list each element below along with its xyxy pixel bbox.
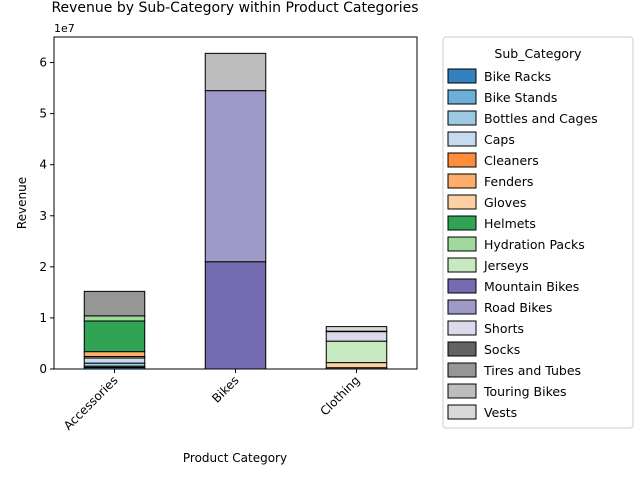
- legend-swatch: [447, 131, 477, 147]
- x-tick-label: Clothing: [317, 373, 362, 418]
- legend-swatch: [447, 383, 477, 399]
- legend-title: Sub_Category: [494, 46, 582, 61]
- bar-stacks: [83, 52, 388, 370]
- legend-label: Cleaners: [484, 153, 539, 168]
- y-tick-label: 0: [39, 362, 47, 376]
- bar-segment-shorts: [325, 330, 388, 342]
- legend-label: Socks: [484, 342, 520, 357]
- y-tick-label: 6: [39, 56, 47, 70]
- legend-swatch: [447, 278, 477, 294]
- bar-segment-hydration-packs: [83, 315, 146, 322]
- legend-swatch: [447, 173, 477, 189]
- bar-segment-fenders: [83, 351, 146, 357]
- legend-label: Hydration Packs: [484, 237, 585, 252]
- bar-segment-road-bikes: [204, 90, 267, 263]
- bar-segment-tires-and-tubes: [83, 290, 146, 317]
- bar-segment-vests: [325, 326, 388, 332]
- y-tick-label: 1: [39, 311, 47, 325]
- bar-segment-touring-bikes: [204, 52, 267, 92]
- y-tick-label: 2: [39, 260, 47, 274]
- x-axis-label: Product Category: [183, 451, 287, 465]
- legend-label: Caps: [484, 132, 515, 147]
- legend-swatch: [447, 215, 477, 231]
- legend-label: Mountain Bikes: [484, 279, 579, 294]
- legend-swatch: [447, 89, 477, 105]
- y-axis: 0 1 2 3 4 5 6: [39, 56, 54, 376]
- y-axis-label: Revenue: [15, 177, 29, 229]
- legend-swatch: [447, 194, 477, 210]
- legend-label: Road Bikes: [484, 300, 552, 315]
- y-tick-label: 4: [39, 158, 47, 172]
- y-scale-label: 1e7: [54, 22, 75, 35]
- bar-segment-helmets: [83, 320, 146, 353]
- legend-swatch: [447, 68, 477, 84]
- legend-label: Bike Racks: [484, 69, 551, 84]
- legend-label: Bottles and Cages: [484, 111, 598, 126]
- legend-swatch: [447, 299, 477, 315]
- legend-swatch: [447, 341, 477, 357]
- legend-label: Helmets: [484, 216, 536, 231]
- legend-swatch: [447, 110, 477, 126]
- legend-swatch: [447, 320, 477, 336]
- bar-segment-caps: [83, 357, 146, 364]
- legend-label: Bike Stands: [484, 90, 557, 105]
- legend-swatch: [447, 257, 477, 273]
- legend-frame: [442, 36, 634, 429]
- legend-swatch: [447, 152, 477, 168]
- legend-label: Jerseys: [483, 258, 529, 273]
- y-tick-label: 5: [39, 107, 47, 121]
- legend-swatch: [447, 404, 477, 420]
- chart-title: Revenue by Sub-Category within Product C…: [51, 0, 418, 16]
- legend-swatch: [447, 362, 477, 378]
- legend-swatch: [447, 236, 477, 252]
- legend-label: Fenders: [484, 174, 533, 189]
- legend-label: Touring Bikes: [483, 384, 567, 399]
- x-tick-label: Bikes: [209, 373, 241, 405]
- legend: Sub_Category Bike Racks Bike Stands Bottle…: [442, 36, 634, 429]
- y-tick-label: 3: [39, 209, 47, 223]
- x-axis: Accessories Bikes Clothing: [61, 369, 363, 433]
- bar-segment-mountain-bikes: [204, 261, 267, 370]
- legend-label: Shorts: [484, 321, 524, 336]
- x-tick-label: Accessories: [61, 373, 121, 433]
- legend-label: Tires and Tubes: [483, 363, 581, 378]
- bar-segment-jerseys: [325, 340, 388, 364]
- bar-segment-gloves: [325, 362, 388, 369]
- legend-label: Gloves: [484, 195, 526, 210]
- legend-label: Vests: [484, 405, 517, 420]
